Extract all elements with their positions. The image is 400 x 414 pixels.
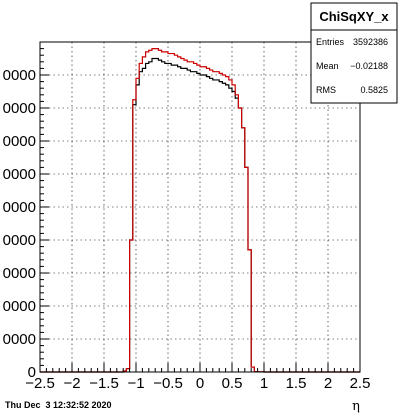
y-tick-label: 0000	[3, 67, 36, 84]
y-tick-label: 0	[28, 364, 36, 381]
x-tick-label: 0	[196, 375, 204, 392]
x-tick-label: 2.5	[350, 375, 371, 392]
x-axis-title: η	[352, 399, 360, 414]
timestamp-label: Thu Dec 3 12:32:52 2020	[5, 400, 112, 410]
x-tick-label: 2	[324, 375, 332, 392]
x-tick-label: −1	[127, 375, 144, 392]
x-tick-label: 0.5	[222, 375, 243, 392]
stats-box-title: ChiSqXY_x	[319, 9, 389, 24]
stats-entries-label: Entries	[316, 37, 345, 47]
y-tick-label: 0000	[3, 232, 36, 249]
x-tick-label: −2	[63, 375, 80, 392]
stats-mean-label: Mean	[316, 61, 339, 71]
y-tick-label: 0000	[3, 298, 36, 315]
stats-rms-label: RMS	[316, 85, 336, 95]
axis-tick-labels: −2.5 −2 −1.5 −1 −0.5 0 0.5 1 1.5 2 2.5000000000000…	[3, 67, 371, 392]
x-tick-label: 1.5	[286, 375, 307, 392]
x-tick-label: −0.5	[153, 375, 183, 392]
stats-rms-value: 0.5825	[360, 85, 388, 95]
stats-mean-value: −0.02188	[350, 61, 388, 71]
x-tick-label: −2.5	[25, 375, 55, 392]
x-tick-label: 1	[260, 375, 268, 392]
x-tick-label: −1.5	[89, 375, 119, 392]
stats-entries-value: 3592386	[353, 37, 388, 47]
y-tick-label: 0000	[3, 199, 36, 216]
stats-box-frame	[310, 2, 398, 104]
y-tick-label: 0000	[3, 265, 36, 282]
y-tick-label: 0000	[3, 133, 36, 150]
y-tick-label: 0000	[3, 331, 36, 348]
axis-ticks	[39, 41, 361, 373]
y-tick-label: 0000	[3, 100, 36, 117]
y-tick-label: 0000	[3, 166, 36, 183]
stats-box: ChiSqXY_x Entries 3592386 Mean −0.02188 …	[310, 2, 398, 104]
